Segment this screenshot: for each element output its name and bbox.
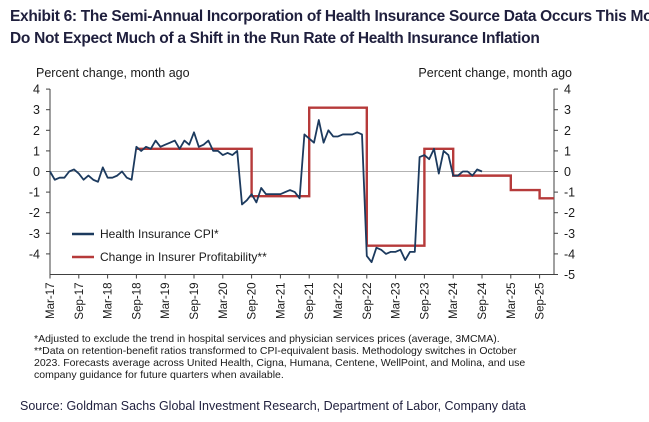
chart-title: Exhibit 6: The Semi-Annual Incorporation… — [10, 6, 649, 50]
insurer-profitability-line — [136, 106, 554, 247]
x-tick-label: Mar-22 — [333, 283, 345, 319]
title-line-1: Exhibit 6: The Semi-Annual Incorporation… — [10, 8, 649, 25]
y-tick-label-left: 0 — [33, 165, 40, 179]
y-tick-label-left: 3 — [33, 103, 40, 117]
y-tick-label-left: 4 — [33, 83, 40, 97]
axes: Percent change, month ago Percent change,… — [29, 66, 575, 320]
x-tick-label: Mar-21 — [275, 283, 287, 319]
footnote-line-2: **Data on retention-benefit ratios trans… — [34, 345, 517, 357]
x-tick-label: Sep-21 — [304, 283, 316, 320]
x-tick-label: Sep-23 — [419, 283, 431, 320]
y-tick-label-right: -5 — [564, 268, 575, 282]
x-tick-label: Mar-20 — [218, 283, 230, 319]
title-line-2: Do Not Expect Much of a Shift in the Run… — [10, 30, 540, 47]
x-tick-label: Sep-19 — [189, 283, 201, 320]
y-tick-label-right: 0 — [564, 165, 571, 179]
y-tick-label-right: 1 — [564, 144, 571, 158]
footnotes: *Adjusted to exclude the trend in hospit… — [34, 333, 525, 381]
y-tick-label-right: 4 — [564, 83, 571, 97]
y-tick-label-right: -4 — [564, 247, 575, 261]
footnote-line-4: company guidance for future quarters whe… — [34, 369, 284, 381]
x-tick-label: Sep-17 — [74, 283, 86, 320]
y-tick-label-left: -1 — [29, 186, 40, 200]
y-tick-label-left: -3 — [29, 227, 40, 241]
y-tick-label-right: -3 — [564, 227, 575, 241]
x-tick-label: Mar-23 — [391, 283, 403, 319]
x-tick-label: Sep-22 — [362, 283, 374, 320]
y-tick-label-left: 1 — [33, 144, 40, 158]
x-tick-label: Sep-20 — [247, 283, 259, 320]
x-tick-label: Sep-25 — [535, 283, 547, 320]
source-line: Source: Goldman Sachs Global Investment … — [20, 399, 526, 413]
y-tick-label-right: -1 — [564, 186, 575, 200]
x-tick-label: Sep-24 — [477, 282, 489, 320]
footnote-line-3: 2023. Forecasts average across United He… — [34, 357, 526, 369]
x-tick-label: Mar-24 — [448, 282, 460, 319]
y-tick-label-right: 3 — [564, 103, 571, 117]
series-lines — [49, 106, 554, 264]
y-tick-label-left: -4 — [29, 247, 40, 261]
x-tick-label: Mar-17 — [45, 283, 57, 319]
legend-label-profitability: Change in Insurer Profitability** — [100, 250, 267, 264]
y-tick-label-left: -2 — [29, 206, 40, 220]
legend-label-cpi: Health Insurance CPI* — [100, 227, 219, 241]
x-tick-label: Mar-18 — [103, 283, 115, 319]
y-axis-label-right: Percent change, month ago — [418, 66, 572, 80]
y-tick-label-left: 2 — [33, 124, 40, 138]
y-tick-label-right: -2 — [564, 206, 575, 220]
legend: Health Insurance CPI* Change in Insurer P… — [72, 227, 267, 264]
x-tick-label: Mar-25 — [506, 283, 518, 319]
x-tick-label: Mar-19 — [160, 283, 172, 319]
health-insurance-cpi-line — [49, 119, 483, 264]
footnote-line-1: *Adjusted to exclude the trend in hospit… — [34, 333, 500, 345]
y-axis-label-left: Percent change, month ago — [36, 66, 190, 80]
y-tick-label-right: 2 — [564, 124, 571, 138]
x-tick-label: Sep-18 — [131, 283, 143, 320]
